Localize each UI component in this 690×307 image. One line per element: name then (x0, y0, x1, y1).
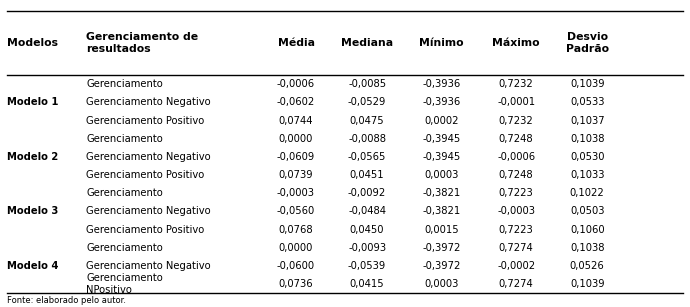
Text: Gerenciamento Negativo: Gerenciamento Negativo (86, 97, 211, 107)
Text: 0,7232: 0,7232 (499, 79, 533, 89)
Text: 0,0533: 0,0533 (570, 97, 604, 107)
Text: -0,0609: -0,0609 (277, 152, 315, 162)
Text: 0,1037: 0,1037 (570, 116, 604, 126)
Text: -0,3936: -0,3936 (422, 79, 461, 89)
Text: 0,0475: 0,0475 (350, 116, 384, 126)
Text: -0,0006: -0,0006 (277, 79, 315, 89)
Text: 0,1039: 0,1039 (570, 279, 604, 289)
Text: 0,0744: 0,0744 (279, 116, 313, 126)
Text: -0,0085: -0,0085 (348, 79, 386, 89)
Text: 0,7223: 0,7223 (499, 225, 533, 235)
Text: 0,7248: 0,7248 (499, 134, 533, 144)
Text: Desvio
Padrão: Desvio Padrão (566, 32, 609, 54)
Text: -0,0003: -0,0003 (277, 188, 315, 198)
Text: Gerenciamento: Gerenciamento (86, 188, 163, 198)
Text: -0,0092: -0,0092 (348, 188, 386, 198)
Text: -0,3821: -0,3821 (422, 206, 461, 216)
Text: Máximo: Máximo (492, 38, 540, 48)
Text: Mínimo: Mínimo (420, 38, 464, 48)
Text: -0,0484: -0,0484 (348, 206, 386, 216)
Text: Modelo 2: Modelo 2 (7, 152, 58, 162)
Text: 0,0000: 0,0000 (279, 243, 313, 253)
Text: -0,3821: -0,3821 (422, 188, 461, 198)
Text: Modelo 1: Modelo 1 (7, 97, 59, 107)
Text: Média: Média (277, 38, 315, 48)
Text: Gerenciamento Positivo: Gerenciamento Positivo (86, 225, 204, 235)
Text: -0,3945: -0,3945 (422, 152, 461, 162)
Text: 0,7274: 0,7274 (499, 243, 533, 253)
Text: 0,7232: 0,7232 (499, 116, 533, 126)
Text: -0,0093: -0,0093 (348, 243, 386, 253)
Text: 0,7248: 0,7248 (499, 170, 533, 180)
Text: 0,1033: 0,1033 (570, 170, 604, 180)
Text: 0,0000: 0,0000 (279, 134, 313, 144)
Text: 0,0015: 0,0015 (424, 225, 459, 235)
Text: 0,0415: 0,0415 (350, 279, 384, 289)
Text: 0,0526: 0,0526 (570, 261, 604, 271)
Text: Gerenciamento Negativo: Gerenciamento Negativo (86, 206, 211, 216)
Text: Gerenciamento
NPositivo: Gerenciamento NPositivo (86, 273, 163, 295)
Text: Gerenciamento Positivo: Gerenciamento Positivo (86, 170, 204, 180)
Text: 0,1022: 0,1022 (570, 188, 604, 198)
Text: Modelos: Modelos (7, 38, 58, 48)
Text: Gerenciamento: Gerenciamento (86, 79, 163, 89)
Text: Modelo 3: Modelo 3 (7, 206, 58, 216)
Text: 0,0530: 0,0530 (570, 152, 604, 162)
Text: Gerenciamento Negativo: Gerenciamento Negativo (86, 261, 211, 271)
Text: 0,7223: 0,7223 (499, 188, 533, 198)
Text: 0,0451: 0,0451 (350, 170, 384, 180)
Text: 0,0739: 0,0739 (279, 170, 313, 180)
Text: Modelo 4: Modelo 4 (7, 261, 59, 271)
Text: -0,0003: -0,0003 (497, 206, 535, 216)
Text: -0,0560: -0,0560 (277, 206, 315, 216)
Text: Mediana: Mediana (341, 38, 393, 48)
Text: -0,0539: -0,0539 (348, 261, 386, 271)
Text: 0,1039: 0,1039 (570, 79, 604, 89)
Text: -0,0006: -0,0006 (497, 152, 535, 162)
Text: -0,3972: -0,3972 (422, 261, 461, 271)
Text: 0,0003: 0,0003 (424, 170, 459, 180)
Text: 0,0503: 0,0503 (570, 206, 604, 216)
Text: -0,0002: -0,0002 (497, 261, 535, 271)
Text: 0,0002: 0,0002 (424, 116, 459, 126)
Text: -0,0529: -0,0529 (348, 97, 386, 107)
Text: 0,1038: 0,1038 (570, 243, 604, 253)
Text: -0,3945: -0,3945 (422, 134, 461, 144)
Text: -0,3972: -0,3972 (422, 243, 461, 253)
Text: -0,0600: -0,0600 (277, 261, 315, 271)
Text: Gerenciamento de
resultados: Gerenciamento de resultados (86, 32, 199, 54)
Text: 0,7274: 0,7274 (499, 279, 533, 289)
Text: 0,0768: 0,0768 (279, 225, 313, 235)
Text: -0,3936: -0,3936 (422, 97, 461, 107)
Text: Gerenciamento: Gerenciamento (86, 134, 163, 144)
Text: -0,0565: -0,0565 (348, 152, 386, 162)
Text: -0,0088: -0,0088 (348, 134, 386, 144)
Text: Gerenciamento Negativo: Gerenciamento Negativo (86, 152, 211, 162)
Text: -0,0602: -0,0602 (277, 97, 315, 107)
Text: Gerenciamento Positivo: Gerenciamento Positivo (86, 116, 204, 126)
Text: -0,0001: -0,0001 (497, 97, 535, 107)
Text: 0,1060: 0,1060 (570, 225, 604, 235)
Text: 0,1038: 0,1038 (570, 134, 604, 144)
Text: Gerenciamento: Gerenciamento (86, 243, 163, 253)
Text: 0,0736: 0,0736 (279, 279, 313, 289)
Text: 0,0003: 0,0003 (424, 279, 459, 289)
Text: 0,0450: 0,0450 (350, 225, 384, 235)
Text: Fonte: elaborado pelo autor.: Fonte: elaborado pelo autor. (7, 297, 126, 305)
